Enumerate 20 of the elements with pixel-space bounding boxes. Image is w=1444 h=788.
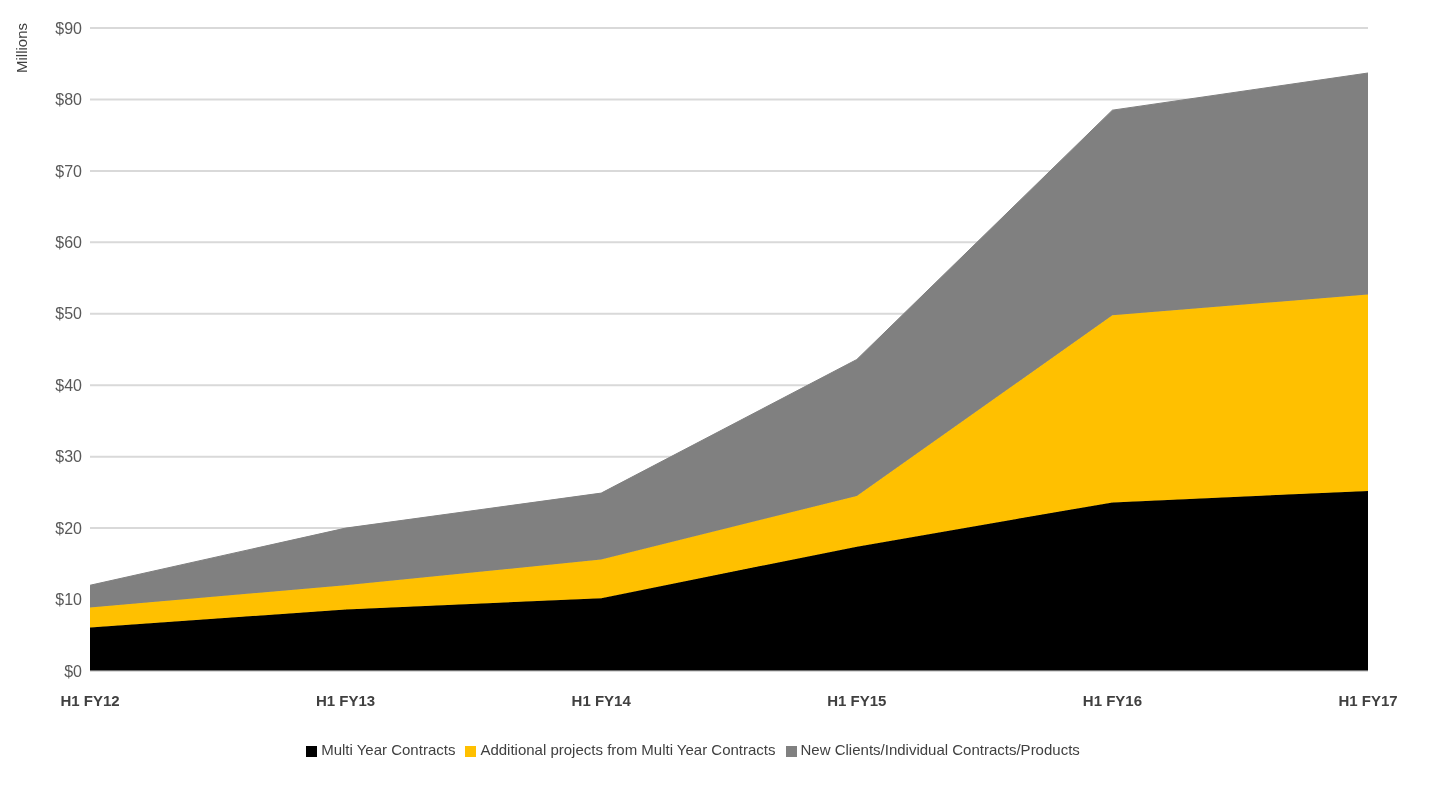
x-tick-label: H1 FY15 <box>827 691 887 709</box>
y-tick-label: $60 <box>55 234 83 252</box>
legend-label: Multi Year Contracts <box>321 741 456 758</box>
y-tick-label: $20 <box>55 519 83 537</box>
x-tick-label: H1 FY13 <box>316 691 376 709</box>
y-tick-label: $0 <box>64 662 83 680</box>
y-tick-label: $80 <box>55 91 83 109</box>
legend-label: Additional projects from Multi Year Contracts <box>480 741 776 758</box>
x-tick-label: H1 FY12 <box>60 691 120 709</box>
y-tick-label: $90 <box>55 19 83 37</box>
y-tick-label: $10 <box>55 591 83 609</box>
y-axis-title: Millions <box>12 22 30 73</box>
y-tick-label: $70 <box>55 162 83 180</box>
y-tick-label: $50 <box>55 305 83 323</box>
x-tick-label: H1 FY17 <box>1338 691 1398 709</box>
x-tick-label: H1 FY16 <box>1082 691 1142 709</box>
y-tick-label: $40 <box>55 376 83 394</box>
legend-label: New Clients/Individual Contracts/Products <box>800 741 1080 758</box>
x-tick-label: H1 FY14 <box>571 691 632 709</box>
y-tick-label: $30 <box>55 448 83 466</box>
